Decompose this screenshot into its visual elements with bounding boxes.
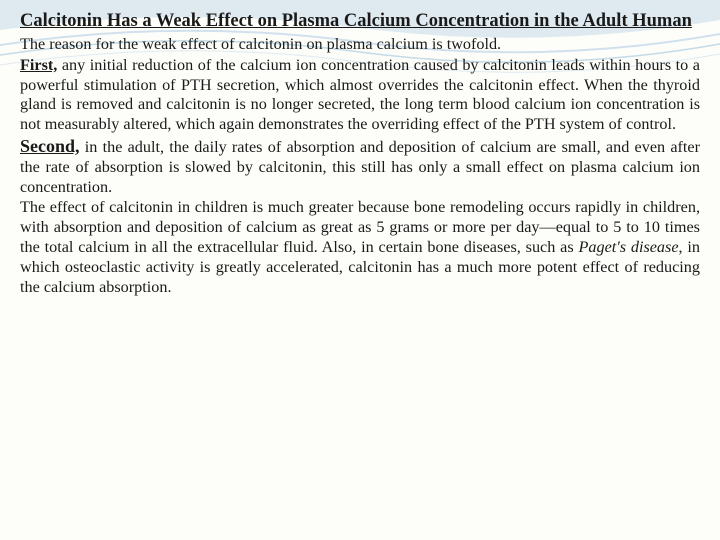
paragraph-second: Second, in the adult, the daily rates of… (20, 136, 700, 197)
paragraph-first: First, any initial reduction of the calc… (20, 56, 700, 135)
slide-content: Calcitonin Has a Weak Effect on Plasma C… (0, 0, 720, 308)
body-second: in the adult, the daily rates of absorpt… (20, 138, 700, 196)
body-first: any initial reduction of the calcium ion… (20, 56, 700, 133)
lead-second: Second, (20, 136, 80, 156)
paragraph-intro: The reason for the weak effect of calcit… (20, 35, 700, 55)
slide-title: Calcitonin Has a Weak Effect on Plasma C… (20, 10, 700, 33)
pagets-disease: Paget's disease (579, 238, 679, 256)
paragraph-children: The effect of calcitonin in children is … (20, 198, 700, 297)
lead-first: First, (20, 56, 57, 74)
